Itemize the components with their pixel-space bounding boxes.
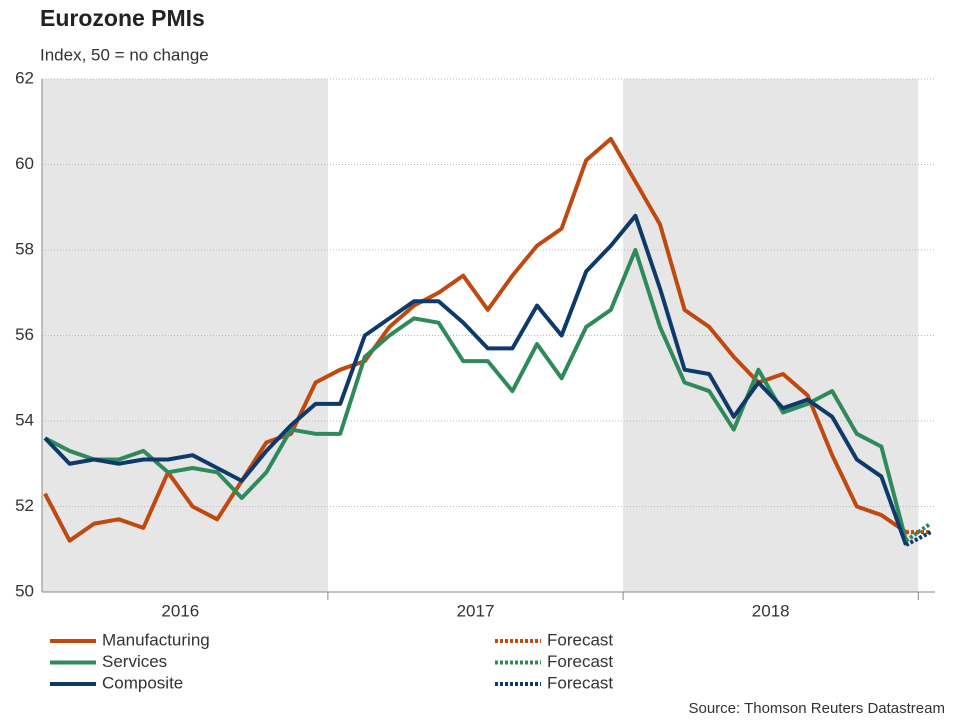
legend-label: Forecast <box>547 652 613 671</box>
year-shade <box>623 79 919 592</box>
y-tick-label: 52 <box>15 496 34 515</box>
y-tick-label: 54 <box>15 410 34 429</box>
year-shade <box>42 79 328 592</box>
chart-subtitle: Index, 50 = no change <box>40 45 209 64</box>
series-line <box>43 136 908 543</box>
legend-label: Manufacturing <box>102 630 210 649</box>
x-tick-label: 2016 <box>161 601 199 620</box>
legend-label: Composite <box>102 673 183 692</box>
y-tick-label: 62 <box>15 68 34 87</box>
y-tick-label: 50 <box>15 581 34 600</box>
x-tick-label: 2017 <box>457 601 495 620</box>
x-tick-label: 2018 <box>752 601 790 620</box>
y-tick-label: 56 <box>15 325 34 344</box>
y-tick-label: 58 <box>15 239 34 258</box>
legend-label: Forecast <box>547 673 613 692</box>
legend-label: Services <box>102 652 167 671</box>
source: Source: Thomson Reuters Datastream <box>688 700 945 717</box>
chart-title: Eurozone PMIs <box>40 5 205 31</box>
legend-label: Forecast <box>547 630 613 649</box>
series-line <box>43 213 908 546</box>
y-tick-label: 60 <box>15 154 34 173</box>
series-line <box>44 248 908 542</box>
